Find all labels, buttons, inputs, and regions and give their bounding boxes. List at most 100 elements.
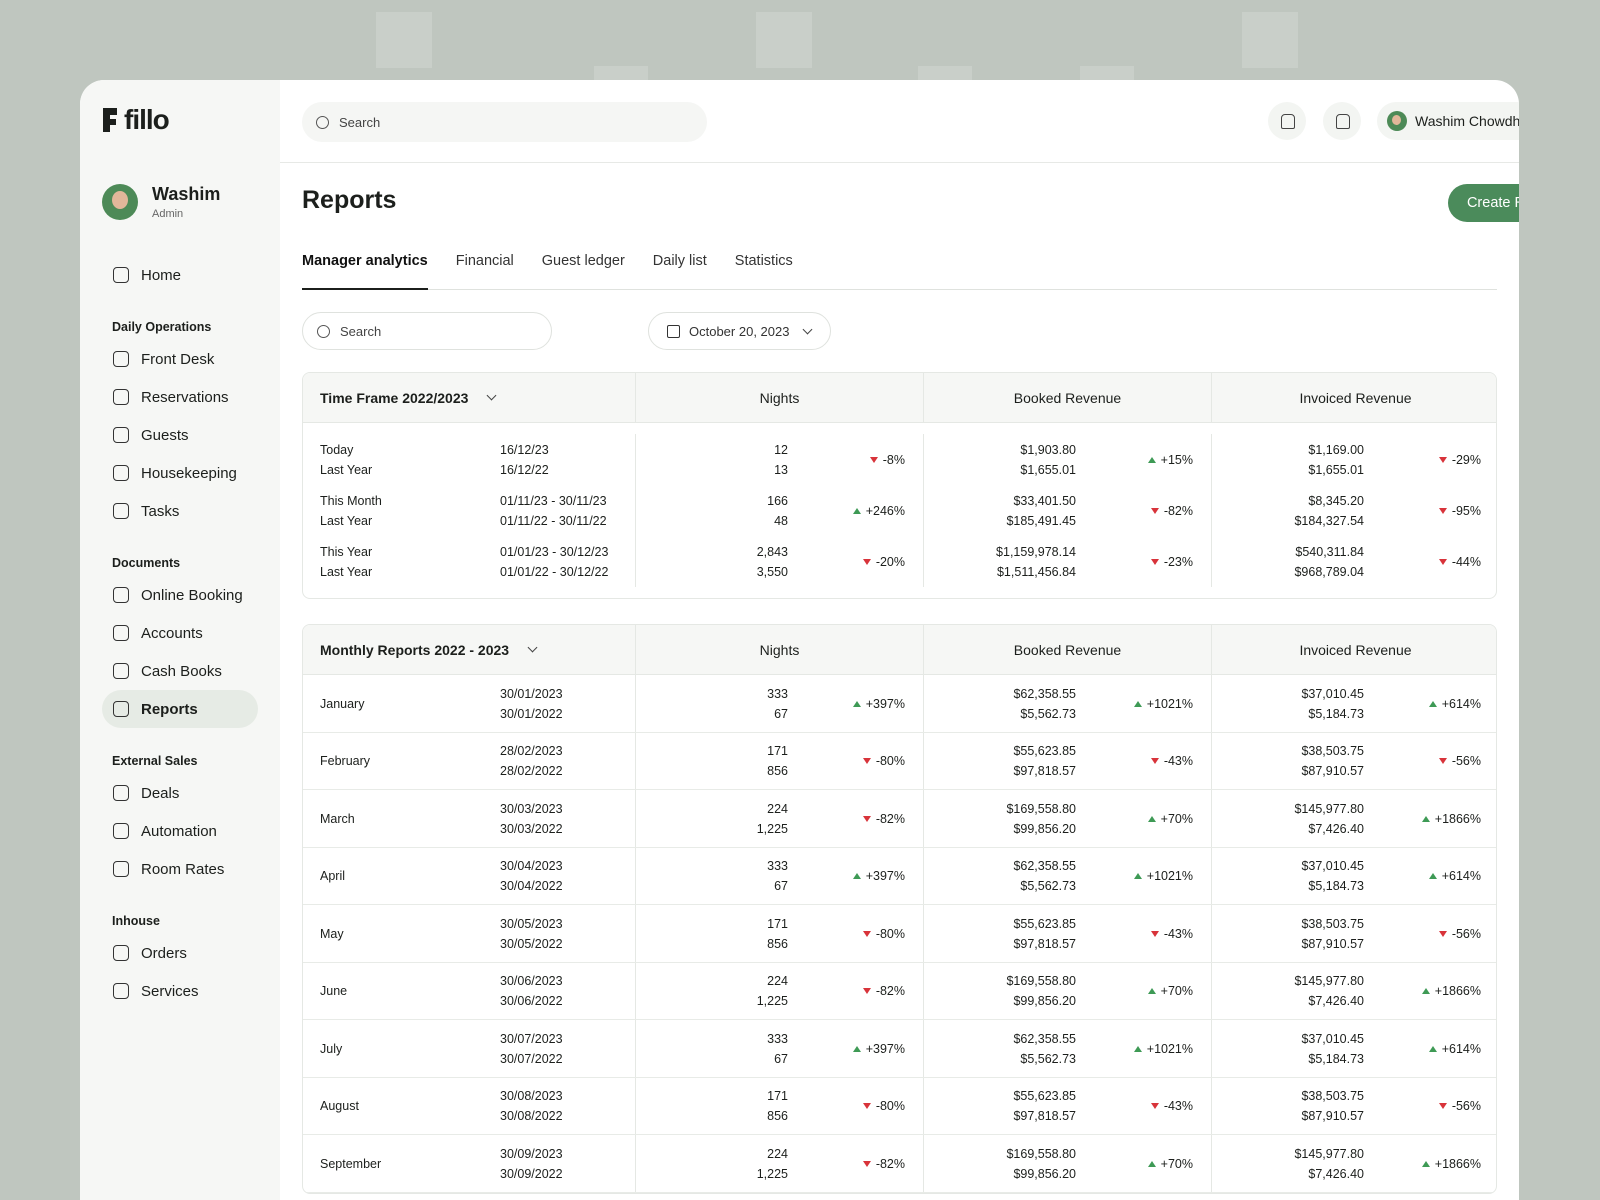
tab[interactable]: Manager analytics	[302, 246, 428, 290]
trend-icon	[1421, 988, 1430, 995]
cell-value: $38,503.75	[1301, 916, 1364, 931]
change-value: +614%	[1441, 696, 1481, 711]
nav-item[interactable]: Guests	[102, 416, 258, 454]
nav-item[interactable]: Tasks	[102, 492, 258, 530]
nav-icon	[113, 823, 129, 839]
change-value: -8%	[882, 452, 905, 467]
filter-search[interactable]: Search	[302, 312, 552, 350]
trend-icon	[1428, 873, 1437, 880]
trend-icon	[1133, 1045, 1142, 1052]
change-value: -29%	[1451, 452, 1481, 467]
cell-value: 12	[774, 442, 788, 457]
nav-heading: Inhouse	[112, 914, 160, 928]
cell-value: $33,401.50	[1013, 493, 1076, 508]
nav-item[interactable]: Cash Books	[102, 652, 258, 690]
change-value: +1021%	[1146, 1041, 1193, 1056]
trend-icon	[1133, 873, 1142, 880]
row-label: Last Year	[320, 462, 373, 477]
date: 01/01/22 - 30/12/22	[500, 564, 609, 579]
nav-item[interactable]: Housekeeping	[102, 454, 258, 492]
nav-item[interactable]: Reservations	[102, 378, 258, 416]
nav-item[interactable]: Accounts	[102, 614, 258, 652]
date: 16/12/22	[500, 462, 549, 477]
logo[interactable]: fillo	[102, 104, 170, 136]
trend-icon	[862, 1103, 871, 1110]
change: -56%	[1438, 927, 1481, 941]
nav-item[interactable]: Reports	[102, 690, 258, 728]
logo-icon	[103, 108, 117, 132]
date: 30/01/2022	[500, 706, 563, 721]
nav-icon	[113, 267, 129, 283]
search-icon	[316, 115, 329, 129]
user-menu[interactable]: Washim Chowdhury	[1377, 102, 1519, 140]
tab[interactable]: Statistics	[734, 253, 793, 269]
change: -23%	[1150, 555, 1193, 569]
cell-value: $97,818.57	[1013, 936, 1076, 951]
change: +397%	[852, 1042, 905, 1056]
cell-value: $97,818.57	[1013, 764, 1076, 779]
nav-icon	[113, 587, 129, 603]
nights-cell: 2,843 3,550 -20%	[635, 536, 923, 587]
label-cell: August 30/08/2023 30/08/2022	[303, 1078, 635, 1135]
nav-item[interactable]: Home	[102, 256, 258, 294]
nights-cell: 333 67 +397%	[635, 847, 923, 904]
cell-value: $7,426.40	[1308, 1166, 1364, 1181]
label-cell: January 30/01/2023 30/01/2022	[303, 675, 635, 732]
nav-item[interactable]: Orders	[102, 934, 258, 972]
trend-icon	[1421, 1160, 1430, 1167]
cell-value: 67	[774, 879, 788, 894]
tab[interactable]: Financial	[455, 253, 514, 269]
change-value: -44%	[1451, 554, 1481, 569]
alert-button[interactable]	[1268, 102, 1306, 140]
trend-icon	[862, 1160, 871, 1167]
trend-icon	[1147, 456, 1156, 463]
cell-value: $540,311.84	[1295, 544, 1364, 559]
change: -44%	[1438, 554, 1481, 569]
cell-value: 856	[767, 764, 788, 779]
chevron[interactable]	[527, 642, 538, 653]
cell-value: $5,184.73	[1308, 879, 1364, 894]
chevron[interactable]	[486, 390, 497, 401]
column-header: Invoiced Revenue	[1211, 373, 1496, 422]
date-picker[interactable]: October 20, 2023	[648, 312, 831, 350]
cell-value: $1,159,978.14	[996, 544, 1076, 559]
nav: Home Daily Operations Front Desk Reservatio…	[102, 256, 258, 1010]
nav-icon	[113, 465, 129, 481]
date: 30/08/2023	[500, 1089, 563, 1104]
nav-item[interactable]: Front Desk	[102, 340, 258, 378]
change: +614%	[1428, 1042, 1481, 1056]
row: August 30/08/2023 30/08/2022 171 856 -80% $55,…	[303, 1077, 1496, 1135]
nav-label: Deals	[141, 784, 180, 802]
profile-name: Washim	[152, 184, 221, 204]
nav-item[interactable]: Deals	[102, 774, 258, 812]
date: 30/07/2022	[500, 1051, 563, 1066]
row: June 30/06/2023 30/06/2022 224 1,225 -82% $169…	[303, 962, 1496, 1020]
nav-item[interactable]: Online Booking	[102, 576, 258, 614]
nav-item[interactable]: Room Rates	[102, 850, 258, 888]
booked-cell: $1,903.80 $1,655.01 +15%	[923, 434, 1211, 485]
nav-label: Reports	[141, 700, 198, 718]
trend-icon	[1428, 1045, 1437, 1052]
nav-item[interactable]: Automation	[102, 812, 258, 850]
search[interactable]: Search	[302, 102, 707, 142]
change-value: +1866%	[1434, 811, 1481, 826]
nav-label: Cash Books	[141, 662, 222, 680]
create-button[interactable]: Create Report	[1448, 184, 1519, 222]
tab[interactable]: Daily list	[652, 253, 707, 269]
row-label: May	[320, 926, 344, 941]
table-header: Time Frame 2022/2023 Nights Booked Revenue…	[303, 373, 1496, 423]
nav-item[interactable]: Services	[102, 972, 258, 1010]
trend-icon	[1438, 456, 1447, 463]
change-value: +1866%	[1434, 984, 1481, 999]
change-value: +614%	[1441, 869, 1481, 884]
row: April 30/04/2023 30/04/2022 333 67 +397% $62,3…	[303, 847, 1496, 905]
notification-button[interactable]	[1323, 102, 1361, 140]
tab[interactable]: Guest ledger	[541, 253, 625, 269]
cell-value: $87,910.57	[1301, 1109, 1364, 1124]
trend-icon	[852, 507, 861, 514]
header-title-text: Time Frame 2022/2023	[320, 389, 469, 406]
value-pair: $37,010.45 $5,184.73	[1301, 856, 1364, 896]
invoiced-cell: $145,977.80 $7,426.40 +1866%	[1211, 962, 1496, 1019]
invoiced-cell: $37,010.45 $5,184.73 +614%	[1211, 675, 1496, 732]
row: This Month Last Year 01/11/23 - 30/11/23 01…	[303, 485, 1496, 536]
